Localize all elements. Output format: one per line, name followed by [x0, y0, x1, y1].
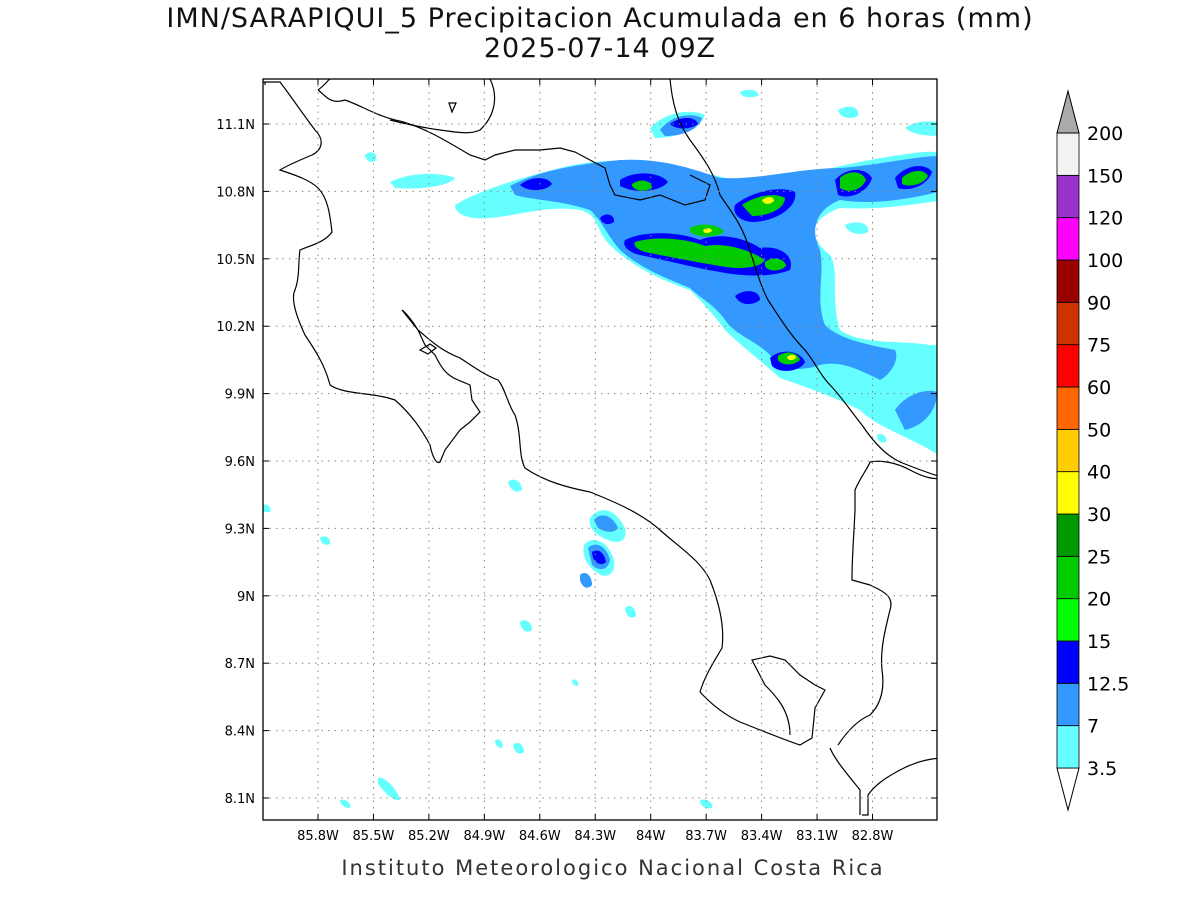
- colorbar-label: 200: [1087, 123, 1123, 145]
- colorbar-segment: [1056, 386, 1080, 430]
- colorbar-segment: [1056, 471, 1080, 515]
- map-frame: [262, 78, 938, 821]
- colorbar-upper-triangle: [1056, 89, 1080, 134]
- lon-tick-label: 83.1W: [796, 829, 838, 844]
- lon-tick-label: 83.7W: [685, 829, 727, 844]
- colorbar-segment: [1056, 598, 1080, 642]
- precipitation-field: [263, 89, 937, 809]
- lat-tick-label: 10.8N: [216, 185, 255, 200]
- lat-tick-label: 9.6N: [225, 455, 255, 470]
- lon-tick-label: 85.8W: [297, 829, 339, 844]
- colorbar-segment: [1056, 301, 1080, 346]
- colorbar-label: 15: [1087, 631, 1111, 653]
- colorbar-label: 100: [1087, 250, 1123, 272]
- colorbar-label: 75: [1087, 335, 1111, 357]
- colorbar-segment: [1056, 428, 1080, 473]
- colorbar-label: 30: [1087, 504, 1111, 526]
- lat-tick-label: 9.9N: [225, 388, 255, 403]
- institution-credit: Instituto Meteorologico Nacional Costa R…: [341, 856, 885, 880]
- lat-tick-label: 8.7N: [225, 657, 255, 672]
- colorbar-segment: [1056, 513, 1080, 557]
- colorbar-segment: [1056, 174, 1080, 219]
- colorbar-segment: [1056, 132, 1080, 176]
- map-title: IMN/SARAPIQUI_5 Precipitacion Acumulada …: [166, 3, 1034, 34]
- lon-tick-label: 84.6W: [519, 829, 561, 844]
- lon-tick-label: 82.8W: [852, 829, 894, 844]
- lat-tick-label: 8.4N: [225, 725, 255, 740]
- colorbar-label: 120: [1087, 208, 1123, 230]
- lon-tick-label: 85.2W: [408, 829, 450, 844]
- axis-ticks: [263, 79, 937, 820]
- colorbar-label: 50: [1087, 419, 1111, 441]
- colorbar-segment: [1056, 725, 1080, 769]
- lon-tick-label: 85.5W: [353, 829, 395, 844]
- colorbar: 3.5 7 12.5 15 20 25 30 40 50 60 75 90 100 120 150 200: [1056, 89, 1129, 812]
- lon-tick-label: 84.3W: [574, 829, 616, 844]
- lat-tick-label: 10.5N: [216, 253, 255, 268]
- lat-tick-label: 10.2N: [216, 320, 255, 335]
- colorbar-label: 60: [1087, 377, 1111, 399]
- lat-tick-label: 8.1N: [225, 792, 255, 807]
- colorbar-label: 25: [1087, 546, 1111, 568]
- lat-tick-label: 11.1N: [216, 118, 255, 133]
- colorbar-label: 20: [1087, 589, 1111, 611]
- colorbar-label: 40: [1087, 462, 1111, 484]
- lon-tick-label: 83.4W: [741, 829, 783, 844]
- colorbar-lower-triangle: [1056, 767, 1080, 812]
- colorbar-segment: [1056, 217, 1080, 261]
- axis-tick-labels: 85.8W 85.5W 85.2W 84.9W 84.6W 84.3W 84W 83.7W 83…: [216, 118, 893, 844]
- colorbar-label: 7: [1087, 716, 1099, 738]
- colorbar-label: 150: [1087, 165, 1123, 187]
- colorbar-segment: [1056, 344, 1080, 388]
- colorbar-segment: [1056, 682, 1080, 727]
- colorbar-label: 90: [1087, 292, 1111, 314]
- map-timestamp: 2025-07-14 09Z: [483, 33, 717, 64]
- lon-tick-label: 84W: [636, 829, 666, 844]
- colorbar-segment: [1056, 640, 1080, 684]
- colorbar-segment: [1056, 259, 1080, 303]
- map-grid: [263, 79, 937, 820]
- colorbar-label: 3.5: [1087, 758, 1117, 780]
- coastline: [263, 79, 937, 816]
- lon-tick-label: 84.9W: [463, 829, 505, 844]
- lat-tick-label: 9.3N: [225, 522, 255, 537]
- colorbar-segment: [1056, 555, 1080, 600]
- colorbar-label: 12.5: [1087, 673, 1129, 695]
- lat-tick-label: 9N: [237, 590, 255, 605]
